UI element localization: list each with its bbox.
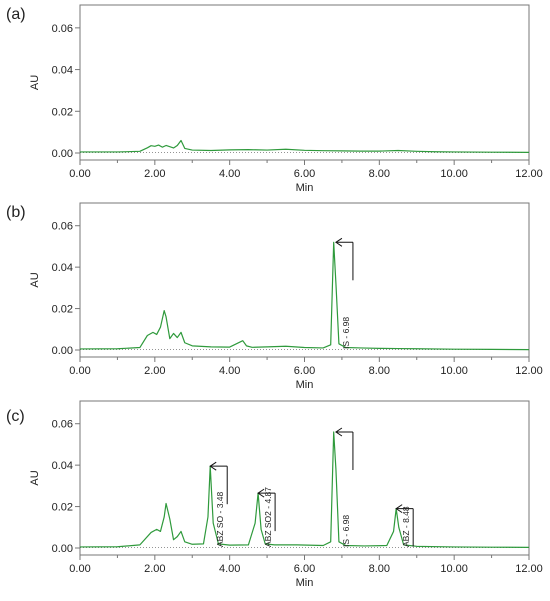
x-tick-label: 6.00 [294,563,315,575]
panel-a-label: (a) [6,6,26,23]
y-tick-label: 0.04 [52,262,73,274]
plot-frame-b [79,202,530,358]
peak-label: IS - 6.98 [341,317,351,349]
y-axis-label: AU [29,75,41,90]
peak-arrowhead [257,488,265,498]
y-axis-label: AU [29,470,41,485]
chromatogram-trace [79,241,530,351]
x-tick-label: 2.00 [144,365,165,377]
y-tick-label: 0.06 [52,23,73,35]
x-tick-label: 10.00 [440,563,468,575]
peak-label: ABZ SO2 - 4.87 [263,487,273,547]
plot-frame-c [79,400,530,556]
x-tick-label: 6.00 [294,365,315,377]
x-tick-label: 12.00 [515,168,543,180]
x-tick-label: 4.00 [219,563,240,575]
peak-arrowhead [335,237,343,247]
x-tick-label: 8.00 [369,563,390,575]
peak-arrowhead [209,461,217,471]
x-tick-label: 12.00 [515,365,543,377]
x-tick-label: 10.00 [440,365,468,377]
y-tick-label: 0.02 [52,106,73,118]
x-tick-label: 0.00 [69,365,90,377]
x-axis-label: Min [296,182,314,194]
peak-label: IS - 6.98 [341,515,351,547]
chromatogram-trace [79,431,530,548]
chromatogram-trace [80,139,530,153]
x-axis-label: Min [296,379,314,391]
peak-label: ABZ SO - 3.48 [215,491,225,547]
y-tick-label: 0.06 [52,221,73,233]
x-tick-label: 4.00 [219,168,240,180]
x-tick-label: 2.00 [144,563,165,575]
x-tick-label: 12.00 [515,563,543,575]
x-tick-label: 6.00 [294,168,315,180]
panel-c-label: (c) [6,408,25,425]
peak-arrowhead [395,504,403,514]
y-tick-label: 0.00 [52,148,73,160]
y-tick-label: 0.06 [52,419,73,431]
y-tick-label: 0.04 [52,460,73,472]
y-tick-label: 0.00 [52,345,73,357]
y-tick-label: 0.04 [52,65,73,77]
peak-arrowhead [335,427,343,437]
x-axis-label: Min [296,577,314,589]
plot-frame-a [79,4,530,161]
x-tick-label: 0.00 [69,168,90,180]
y-tick-label: 0.00 [52,543,73,555]
y-tick-label: 0.02 [52,304,73,316]
x-tick-label: 0.00 [69,563,90,575]
y-tick-label: 0.02 [52,502,73,514]
panel-b-label: (b) [6,204,26,221]
x-tick-label: 2.00 [144,168,165,180]
peak-label: ABZ - 8.48 [401,506,411,547]
x-tick-label: 4.00 [219,365,240,377]
x-tick-label: 10.00 [440,168,468,180]
x-tick-label: 8.00 [369,168,390,180]
x-tick-label: 8.00 [369,365,390,377]
y-axis-label: AU [29,272,41,287]
